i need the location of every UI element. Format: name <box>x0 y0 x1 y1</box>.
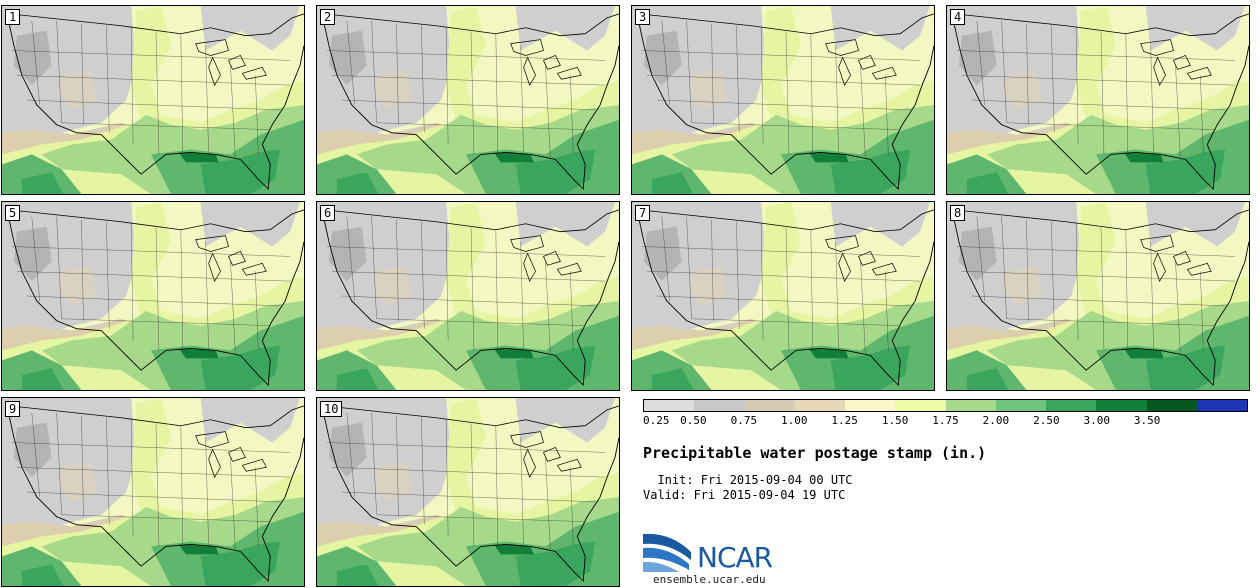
member-number: 4 <box>950 9 966 25</box>
member-number: 6 <box>320 205 336 221</box>
legend-tick-label: 0.50 <box>680 414 707 427</box>
member-number: 1 <box>5 9 21 25</box>
precipitable-water-map <box>632 202 934 390</box>
legend-tick-label: 1.75 <box>932 414 959 427</box>
postage-stamp-map: 10 <box>316 397 620 587</box>
precipitable-water-map <box>317 6 619 194</box>
logo-url: ensemble.ucar.edu <box>653 573 766 586</box>
postage-stamp-map: 1 <box>1 5 305 195</box>
legend-tick-label: 0.25 <box>643 414 670 427</box>
legend-tick-label: 2.00 <box>982 414 1010 427</box>
ncar-logo-icon <box>643 533 691 572</box>
member-number: 5 <box>5 205 21 221</box>
legend-tick-label: 0.75 <box>730 414 758 427</box>
color-scale-legend <box>643 399 1248 412</box>
legend-swatch <box>845 400 896 411</box>
init-time: Init: Fri 2015-09-04 00 UTC <box>643 473 853 487</box>
member-number: 2 <box>320 9 336 25</box>
legend-swatch <box>995 400 1046 411</box>
precipitable-water-map <box>317 202 619 390</box>
legend-tick-label: 1.00 <box>781 414 808 427</box>
legend-swatch <box>945 400 996 411</box>
legend-swatch <box>1046 400 1097 411</box>
postage-stamp-map: 3 <box>631 5 935 195</box>
precipitable-water-map <box>2 6 304 194</box>
postage-stamp-map: 5 <box>1 201 305 391</box>
postage-stamp-map: 4 <box>946 5 1250 195</box>
valid-time: Valid: Fri 2015-09-04 19 UTC <box>643 488 846 502</box>
legend-swatch <box>744 400 795 411</box>
legend-tick-labels: 0.25 0.50 0.75 1.00 1.25 1.50 1.75 2.00 2.50 3.00… <box>643 414 1248 428</box>
logo-wordmark: NCAR <box>697 541 773 574</box>
legend-swatch <box>644 400 695 411</box>
page-title: Precipitable water postage stamp (in.) <box>643 444 987 462</box>
legend-swatch <box>1196 400 1247 411</box>
legend-swatch <box>694 400 745 411</box>
member-number: 3 <box>635 9 651 25</box>
legend-tick-label: 2.50 <box>1033 414 1060 427</box>
legend-tick-label: 3.50 <box>1133 414 1161 427</box>
postage-stamp-map: 9 <box>1 397 305 587</box>
member-number: 7 <box>635 205 651 221</box>
postage-stamp-map: 6 <box>316 201 620 391</box>
legend-tick-label: 1.50 <box>881 414 909 427</box>
precipitable-water-map <box>2 202 304 390</box>
precipitable-water-map <box>317 398 619 586</box>
precipitable-water-map <box>632 6 934 194</box>
legend-tick-label: 1.25 <box>831 414 858 427</box>
postage-stamp-map: 7 <box>631 201 935 391</box>
postage-stamp-map: 2 <box>316 5 620 195</box>
member-number: 9 <box>5 401 21 417</box>
legend-tick-label: 3.00 <box>1083 414 1111 427</box>
precipitable-water-map <box>2 398 304 586</box>
member-number: 8 <box>950 205 966 221</box>
postage-stamp-map: 8 <box>946 201 1250 391</box>
member-number: 10 <box>320 401 343 417</box>
legend-swatch <box>1096 400 1147 411</box>
precipitable-water-map <box>947 202 1249 390</box>
legend-swatch <box>895 400 946 411</box>
legend-swatch <box>1146 400 1197 411</box>
legend-swatch <box>794 400 845 411</box>
precipitable-water-map <box>947 6 1249 194</box>
